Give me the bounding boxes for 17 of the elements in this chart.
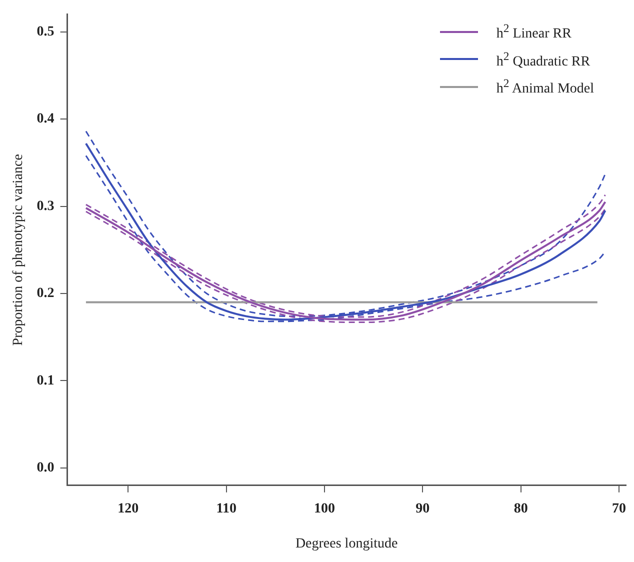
- x-axis-title: Degrees longitude: [295, 536, 398, 552]
- y-tick-label: 0.2: [36, 286, 54, 302]
- y-tick-label: 0.5: [36, 24, 54, 40]
- y-tick-label: 0.4: [36, 112, 54, 127]
- y-axis-title: Proportion of phenotypic variance: [11, 154, 26, 346]
- x-tick-label: 90: [416, 501, 430, 516]
- legend-label: h$^{2}$ Linear RR: [496, 21, 572, 44]
- x-tick-label: 120: [118, 501, 139, 516]
- x-tick-label: 70: [612, 501, 626, 516]
- x-tick-label: 100: [314, 501, 335, 516]
- x-tick-label: 110: [216, 501, 236, 516]
- x-tick-label: 80: [514, 501, 528, 516]
- legend-label: h$^{2}$ Animal Model: [496, 76, 594, 99]
- y-tick-label: 0.1: [36, 373, 54, 388]
- y-tick-label: 0.3: [36, 198, 54, 214]
- legend-label: h$^{2}$ Quadratic RR: [496, 48, 590, 72]
- y-tick-label: 0.0: [36, 460, 54, 476]
